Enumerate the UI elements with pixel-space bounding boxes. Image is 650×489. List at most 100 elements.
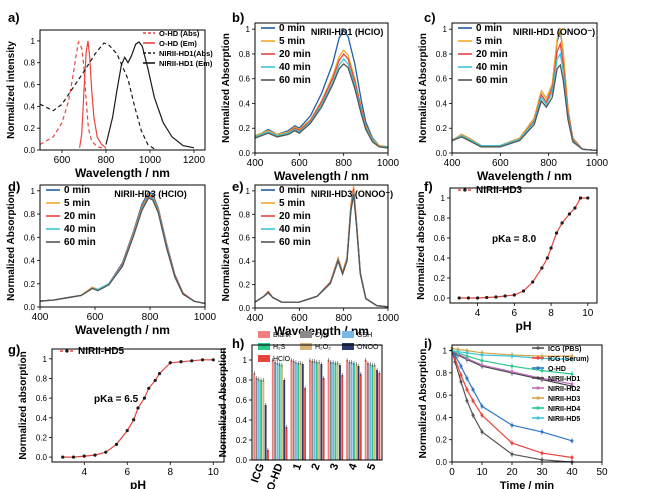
bar xyxy=(255,378,258,460)
y-tick-label: 0.0 xyxy=(24,146,36,155)
legend-label: 60 min xyxy=(279,75,311,86)
y-tick-label: 1 xyxy=(443,347,448,356)
y-tick-label: 0.6 xyxy=(239,234,251,243)
legend-label: 40 min xyxy=(476,62,508,73)
data-point xyxy=(71,455,76,459)
data-point xyxy=(168,361,172,365)
bar xyxy=(295,362,297,460)
x-tick-label: 1000 xyxy=(586,158,609,169)
y-axis-label: Normalized Absorption xyxy=(418,349,429,459)
y-tick-label: 0.6 xyxy=(24,81,36,90)
x-tick-label: 800 xyxy=(335,313,352,324)
data-point xyxy=(560,221,564,225)
panel-label: a) xyxy=(8,10,20,25)
bar xyxy=(364,360,367,460)
plot-frame xyxy=(251,344,383,461)
bar xyxy=(332,362,335,460)
data-point xyxy=(142,396,147,400)
x-tick-label: 400 xyxy=(247,158,264,169)
series-line xyxy=(254,188,389,308)
legend-label: O-HD (Abs) xyxy=(159,29,200,38)
bar xyxy=(304,388,307,460)
data-point xyxy=(494,295,498,299)
y-tick-label: 0.2 xyxy=(36,433,48,442)
x-tick-label: 400 xyxy=(32,312,49,323)
data-point xyxy=(136,406,140,410)
legend-marker xyxy=(536,416,540,420)
legend-label: 5 min xyxy=(279,36,305,47)
legend-swatch xyxy=(300,343,312,350)
legend-label: 0 min xyxy=(64,185,90,196)
bar xyxy=(322,378,325,460)
plot-frame xyxy=(449,187,598,304)
legend-label: NIRII-HD5 xyxy=(548,416,580,423)
data-point xyxy=(567,212,572,216)
legend-label: H₂S xyxy=(273,344,286,351)
bar xyxy=(378,373,381,460)
x-tick-label: 50 xyxy=(596,467,608,478)
panel-c: c) 400 600 800 1000 0 min 5 min 20 min 40 min 60 … xyxy=(418,10,609,183)
legend-label: NIRII-HD1 xyxy=(548,376,580,383)
bar xyxy=(373,365,376,460)
bar xyxy=(297,363,300,460)
x-tick-label: 400 xyxy=(247,313,264,324)
bar xyxy=(290,360,293,460)
y-tick-label: 0.2 xyxy=(236,436,248,445)
data-point xyxy=(545,256,549,260)
bar xyxy=(350,362,353,460)
legend-marker xyxy=(536,386,540,390)
bar xyxy=(355,364,358,460)
y-tick-label: 0.2 xyxy=(239,124,251,133)
legend-label: GSH xyxy=(357,332,372,339)
bar xyxy=(309,360,311,460)
bar xyxy=(262,380,265,460)
series-line xyxy=(105,41,195,149)
panel-g: g) 4 6 8 10 NIRII-HD5 0.0 0.2 0.4 0.6 0.8 1 pH Normal… xyxy=(8,342,225,489)
data-point xyxy=(466,296,470,300)
x-axis-label: pH xyxy=(516,319,532,333)
data-point xyxy=(475,296,480,300)
y-tick-label: 0.8 xyxy=(36,374,48,383)
x-tick-label: 800 xyxy=(98,155,115,166)
y-tick-label: 0.0 xyxy=(236,456,248,465)
legend-label: Cys xyxy=(315,332,328,339)
data-point xyxy=(531,280,535,284)
x-tick-label: 2 xyxy=(309,462,322,472)
legend-swatch xyxy=(258,355,270,362)
bar xyxy=(334,363,337,460)
legend-label: 20 min xyxy=(279,49,311,60)
y-tick-label: 0.6 xyxy=(436,75,448,84)
y-tick-label: 0.4 xyxy=(239,257,251,266)
legend-label: O-HD (Em) xyxy=(159,39,197,48)
legend-label: 60 min xyxy=(476,75,508,86)
bar xyxy=(336,363,339,460)
y-tick-label: 0.2 xyxy=(24,124,36,133)
bar xyxy=(276,363,279,460)
y-tick-label: 0.0 xyxy=(436,149,448,158)
data-point xyxy=(125,428,129,433)
series-line xyxy=(451,27,598,152)
y-tick-label: 0.8 xyxy=(436,369,448,378)
bar xyxy=(376,370,379,460)
x-tick-label: 1000 xyxy=(139,155,162,166)
y-tick-label: 0.4 xyxy=(24,257,36,266)
bar xyxy=(359,374,362,460)
data-point xyxy=(485,295,489,300)
panel-label: c) xyxy=(424,10,436,25)
y-tick-label: 0.2 xyxy=(436,436,448,445)
x-tick-label: 6 xyxy=(512,308,518,319)
legend-label: 5 min xyxy=(279,198,305,209)
legend-marker xyxy=(536,346,540,350)
y-tick-label: 0.4 xyxy=(434,254,446,263)
plot-frame xyxy=(39,29,206,151)
x-axis-label: Wavelength / nm xyxy=(75,166,170,180)
series-line xyxy=(254,63,389,149)
plot-frame xyxy=(51,348,225,463)
y-tick-label: 1 xyxy=(443,25,448,34)
panel-label: d) xyxy=(8,179,20,194)
annotation: NIRII-HD1 (ONOO⁻) xyxy=(513,27,595,37)
legend-label: ONOO⁻ xyxy=(357,344,382,351)
x-tick-label: 600 xyxy=(87,312,104,323)
y-tick-label: 0.8 xyxy=(239,50,251,59)
